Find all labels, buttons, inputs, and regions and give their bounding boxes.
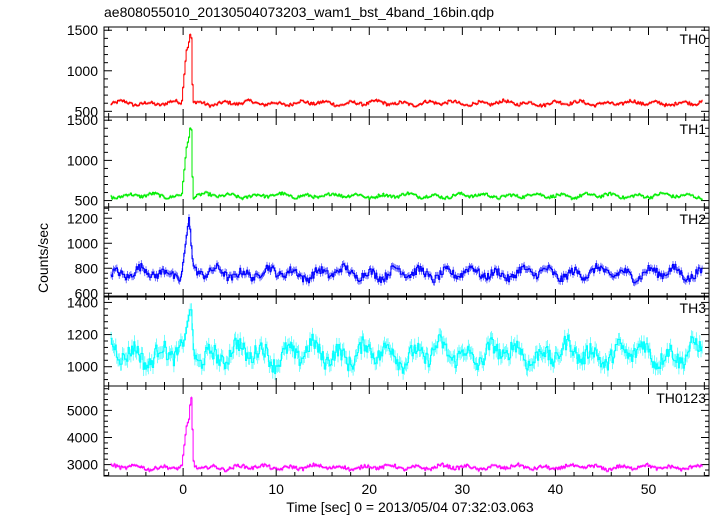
x-tick-label: 0	[179, 481, 187, 497]
panel-th1: 500 1000 1500 TH1	[67, 112, 710, 209]
series-errorbars-th0123	[110, 396, 703, 473]
series-errorbars-th3	[110, 303, 703, 381]
y-tick-label: 1200	[67, 327, 98, 343]
y-tick-label: 800	[75, 260, 99, 276]
series-line-th3	[110, 309, 703, 375]
panel-label: TH0123	[656, 390, 706, 406]
panel-label: TH3	[680, 300, 707, 316]
panels-group: 50010001500TH050010001500TH1600800100012…	[67, 22, 710, 497]
panel-th0: 500 1000 1500 TH0	[67, 22, 710, 119]
y-tick-label: 1000	[67, 235, 98, 251]
series-line-th1	[110, 127, 703, 200]
y-tick-label: 1200	[67, 210, 98, 226]
series-errorbars-th0	[110, 33, 703, 109]
series-errorbars-th2	[110, 214, 703, 287]
y-tick-label: 1000	[67, 359, 98, 375]
panel-frame	[103, 206, 710, 298]
panel-th2: 600 800 1000 1200 TH2	[67, 206, 710, 301]
series-line-th2	[110, 217, 703, 284]
y-axis-label: Counts/sec	[35, 223, 51, 293]
y-tick-label: 500	[75, 193, 99, 209]
chart-title: ae808055010_20130504073203_wam1_bst_4ban…	[104, 4, 494, 20]
y-tick-label: 600	[75, 285, 99, 301]
y-tick-label: 1000	[67, 63, 98, 79]
panel-th3: 1000 1200 1400 TH3	[67, 294, 710, 387]
x-tick-label: 20	[361, 481, 377, 497]
panel-label: TH1	[680, 121, 707, 137]
panel-label: TH0	[680, 31, 707, 47]
x-tick-label: 10	[268, 481, 284, 497]
y-tick-label: 5000	[67, 402, 98, 418]
series-line-th0123	[110, 397, 703, 472]
y-tick-label: 3000	[67, 457, 98, 473]
y-tick-label: 4000	[67, 430, 98, 446]
x-tick-label: 50	[641, 481, 657, 497]
y-tick-label: 500	[75, 103, 99, 119]
x-tick-label: 30	[455, 481, 471, 497]
series-line-th0	[110, 34, 703, 108]
series-errorbars-th1	[110, 127, 703, 201]
panel-label: TH2	[680, 211, 707, 227]
panel-th0123: 3000 4000 5000 TH0123	[67, 385, 710, 477]
y-tick-label: 1500	[67, 22, 98, 38]
x-tick-label: 40	[548, 481, 564, 497]
y-tick-label: 1000	[67, 152, 98, 168]
y-tick-label: 1400	[67, 294, 98, 310]
x-axis-label: Time [sec] 0 = 2013/05/04 07:32:03.063	[286, 499, 534, 515]
y-tick-label: 1500	[67, 112, 98, 128]
